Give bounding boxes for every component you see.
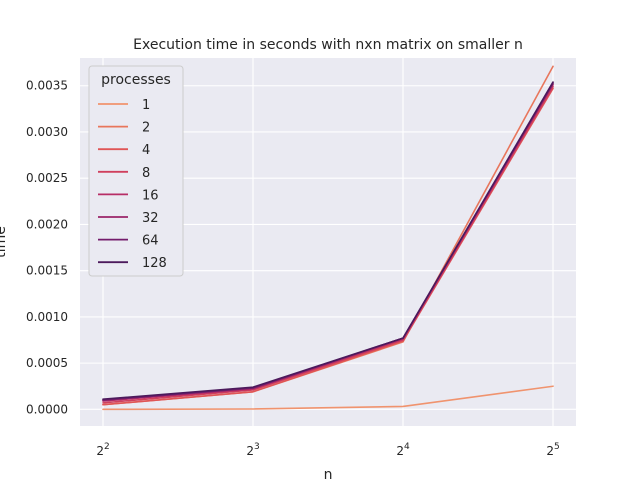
legend-label-128: 128: [142, 256, 167, 271]
x-tick-base: 2: [396, 444, 404, 458]
chart-title: Execution time in seconds with nxn matri…: [133, 37, 523, 53]
legend-label-8: 8: [142, 166, 150, 181]
legend-label-4: 4: [142, 143, 150, 158]
y-tick-label: 0.0010: [26, 310, 68, 324]
y-tick-label: 0.0015: [26, 264, 68, 278]
legend-label-16: 16: [142, 188, 159, 203]
x-tick-exponent: 3: [254, 442, 260, 452]
series-lines: [102, 65, 554, 411]
x-tick-label: 23: [246, 442, 259, 458]
y-tick-label: 0.0035: [26, 79, 68, 93]
legend: processes 1 2 4 8 16 32 64 128: [88, 65, 184, 277]
y-tick-label: 0.0020: [26, 217, 68, 231]
legend-label-1: 1: [142, 98, 150, 113]
y-tick-labels: 0.0000 0.0005 0.0010 0.0015 0.0020 0.0025 0.00…: [26, 79, 68, 417]
x-tick-base: 2: [96, 444, 104, 458]
x-tick-base: 2: [246, 444, 254, 458]
x-axis-label: n: [324, 467, 333, 480]
y-axis-label: time: [0, 226, 9, 258]
y-tick-label: 0.0025: [26, 171, 68, 185]
legend-title: processes: [101, 72, 171, 88]
legend-items: 1 2 4 8 16 32 64 128: [98, 98, 167, 271]
x-tick-base: 2: [546, 444, 554, 458]
x-tick-label: 25: [546, 442, 559, 458]
x-tick-label: 22: [96, 442, 109, 458]
x-tick-labels: 22 23 24 25: [96, 442, 559, 458]
legend-label-64: 64: [142, 234, 159, 249]
series-line-1: [102, 385, 554, 411]
y-tick-label: 0.0030: [26, 125, 68, 139]
series-line-128: [102, 81, 554, 400]
legend-box: [88, 65, 184, 277]
legend-label-32: 32: [142, 211, 159, 226]
y-tick-label: 0.0000: [26, 402, 68, 416]
x-tick-exponent: 5: [554, 442, 560, 452]
x-tick-exponent: 4: [404, 442, 410, 452]
y-tick-label: 0.0005: [26, 356, 68, 370]
x-tick-exponent: 2: [104, 442, 110, 452]
legend-label-2: 2: [142, 121, 150, 136]
x-tick-label: 24: [396, 442, 410, 458]
